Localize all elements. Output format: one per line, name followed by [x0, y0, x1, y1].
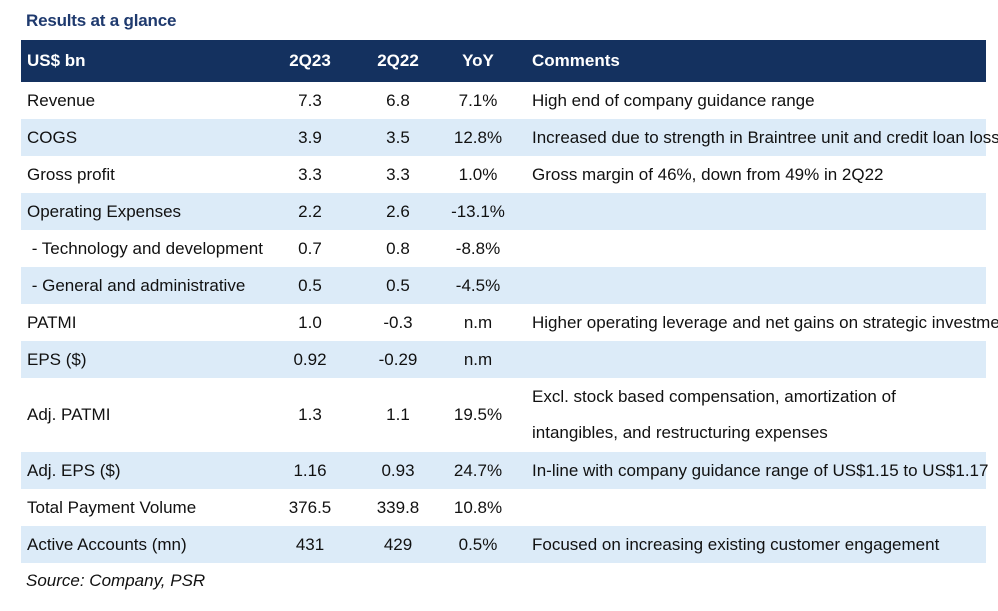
cell-2q22: 6.8 — [386, 90, 410, 110]
cell-2q22: 1.1 — [386, 405, 410, 424]
row-label: Revenue — [27, 90, 96, 110]
cell-comment: Focused on increasing existing customer … — [518, 526, 986, 563]
cell-yoy: 12.8% — [438, 119, 518, 156]
header-yoy: YoY — [438, 40, 518, 82]
table-header-row: US$ bn 2Q23 2Q22 YoY Comments — [21, 40, 986, 82]
cell-comment — [518, 341, 986, 378]
row-label: Adj. EPS ($) — [21, 452, 262, 489]
cell-2q22: 0.5 — [358, 267, 438, 304]
row-label: COGS — [21, 119, 262, 156]
cell-comment — [518, 230, 986, 267]
table-row: Adj. PATMI 1.3 1.1 19.5% Excl. stock bas… — [21, 378, 986, 452]
row-label: Gross profit — [27, 164, 115, 184]
cell-2q23: 431 — [262, 526, 358, 563]
cell-comment: In-line with company guidance range of U… — [518, 452, 988, 489]
cell-yoy: n.m — [438, 341, 518, 378]
header-usd-bn: US$ bn — [21, 40, 262, 82]
cell-yoy: n.m — [463, 312, 493, 332]
cell-2q23: 1.3 — [298, 405, 322, 424]
row-label: - General and administrative — [21, 267, 262, 304]
cell-comment — [518, 489, 986, 526]
row-label: Adj. PATMI — [27, 405, 111, 424]
cell-comment: High end of company guidance range — [532, 90, 815, 110]
cell-2q23: 1.0 — [298, 312, 322, 332]
table-row: Active Accounts (mn) 431 429 0.5% Focuse… — [21, 526, 986, 563]
cell-comment — [518, 193, 986, 230]
cell-2q23: 2.2 — [262, 193, 358, 230]
cell-yoy: 19.5% — [453, 405, 503, 424]
cell-2q22: -0.3 — [383, 312, 413, 332]
table-row: Adj. EPS ($) 1.16 0.93 24.7% In-line wit… — [21, 452, 988, 489]
cell-yoy: -4.5% — [438, 267, 518, 304]
cell-2q23: 3.9 — [262, 119, 358, 156]
cell-2q23: 376.5 — [288, 497, 332, 517]
cell-comment: Increased due to strength in Braintree u… — [518, 119, 998, 156]
row-label: - Technology and development — [27, 238, 263, 258]
row-label: Active Accounts (mn) — [21, 526, 262, 563]
cell-2q22: 0.93 — [358, 452, 438, 489]
table-row: - Technology and development 0.7 0.8 -8.… — [21, 230, 986, 267]
cell-2q23: 0.5 — [262, 267, 358, 304]
cell-yoy: -8.8% — [455, 238, 501, 258]
cell-yoy: 7.1% — [458, 90, 498, 110]
table-row: COGS 3.9 3.5 12.8% Increased due to stre… — [21, 119, 998, 156]
cell-2q22: 3.3 — [386, 164, 410, 184]
row-label: Total Payment Volume — [27, 497, 197, 517]
table-row: PATMI 1.0 -0.3 n.m Higher operating leve… — [21, 304, 998, 341]
row-label: EPS ($) — [21, 341, 262, 378]
cell-2q22: 2.6 — [358, 193, 438, 230]
cell-yoy: 0.5% — [438, 526, 518, 563]
cell-comment: Higher operating leverage and net gains … — [532, 312, 998, 332]
cell-comment: Excl. stock based compensation, amortiza… — [532, 387, 896, 442]
table-row: Revenue 7.3 6.8 7.1% High end of company… — [21, 82, 986, 119]
cell-yoy: 24.7% — [438, 452, 518, 489]
cell-2q22: 3.5 — [358, 119, 438, 156]
cell-yoy: 1.0% — [458, 164, 498, 184]
cell-2q23: 0.7 — [298, 238, 322, 258]
cell-yoy: 10.8% — [453, 497, 503, 517]
table-row: Total Payment Volume 376.5 339.8 10.8% — [21, 489, 986, 526]
source-note: Source: Company, PSR — [26, 571, 206, 590]
results-table: US$ bn 2Q23 2Q22 YoY Comments Revenue 7.… — [21, 40, 998, 563]
row-label: PATMI — [27, 312, 77, 332]
cell-2q22: 429 — [358, 526, 438, 563]
cell-comment — [518, 267, 986, 304]
table-title: Results at a glance — [26, 11, 177, 30]
header-2q23: 2Q23 — [262, 40, 358, 82]
table-row: - General and administrative 0.5 0.5 -4.… — [21, 267, 986, 304]
header-2q22: 2Q22 — [358, 40, 438, 82]
table-row: Gross profit 3.3 3.3 1.0% Gross margin o… — [21, 156, 986, 193]
table-row: EPS ($) 0.92 -0.29 n.m — [21, 341, 986, 378]
cell-2q23: 7.3 — [298, 90, 322, 110]
cell-2q22: -0.29 — [358, 341, 438, 378]
row-label: Operating Expenses — [21, 193, 262, 230]
cell-2q23: 0.92 — [262, 341, 358, 378]
header-comments: Comments — [518, 40, 986, 82]
cell-2q23: 3.3 — [298, 164, 322, 184]
cell-comment: Gross margin of 46%, down from 49% in 2Q… — [532, 164, 884, 184]
cell-2q22: 0.8 — [386, 238, 410, 258]
table-row: Operating Expenses 2.2 2.6 -13.1% — [21, 193, 986, 230]
cell-yoy: -13.1% — [438, 193, 518, 230]
cell-2q22: 339.8 — [376, 497, 420, 517]
cell-2q23: 1.16 — [262, 452, 358, 489]
